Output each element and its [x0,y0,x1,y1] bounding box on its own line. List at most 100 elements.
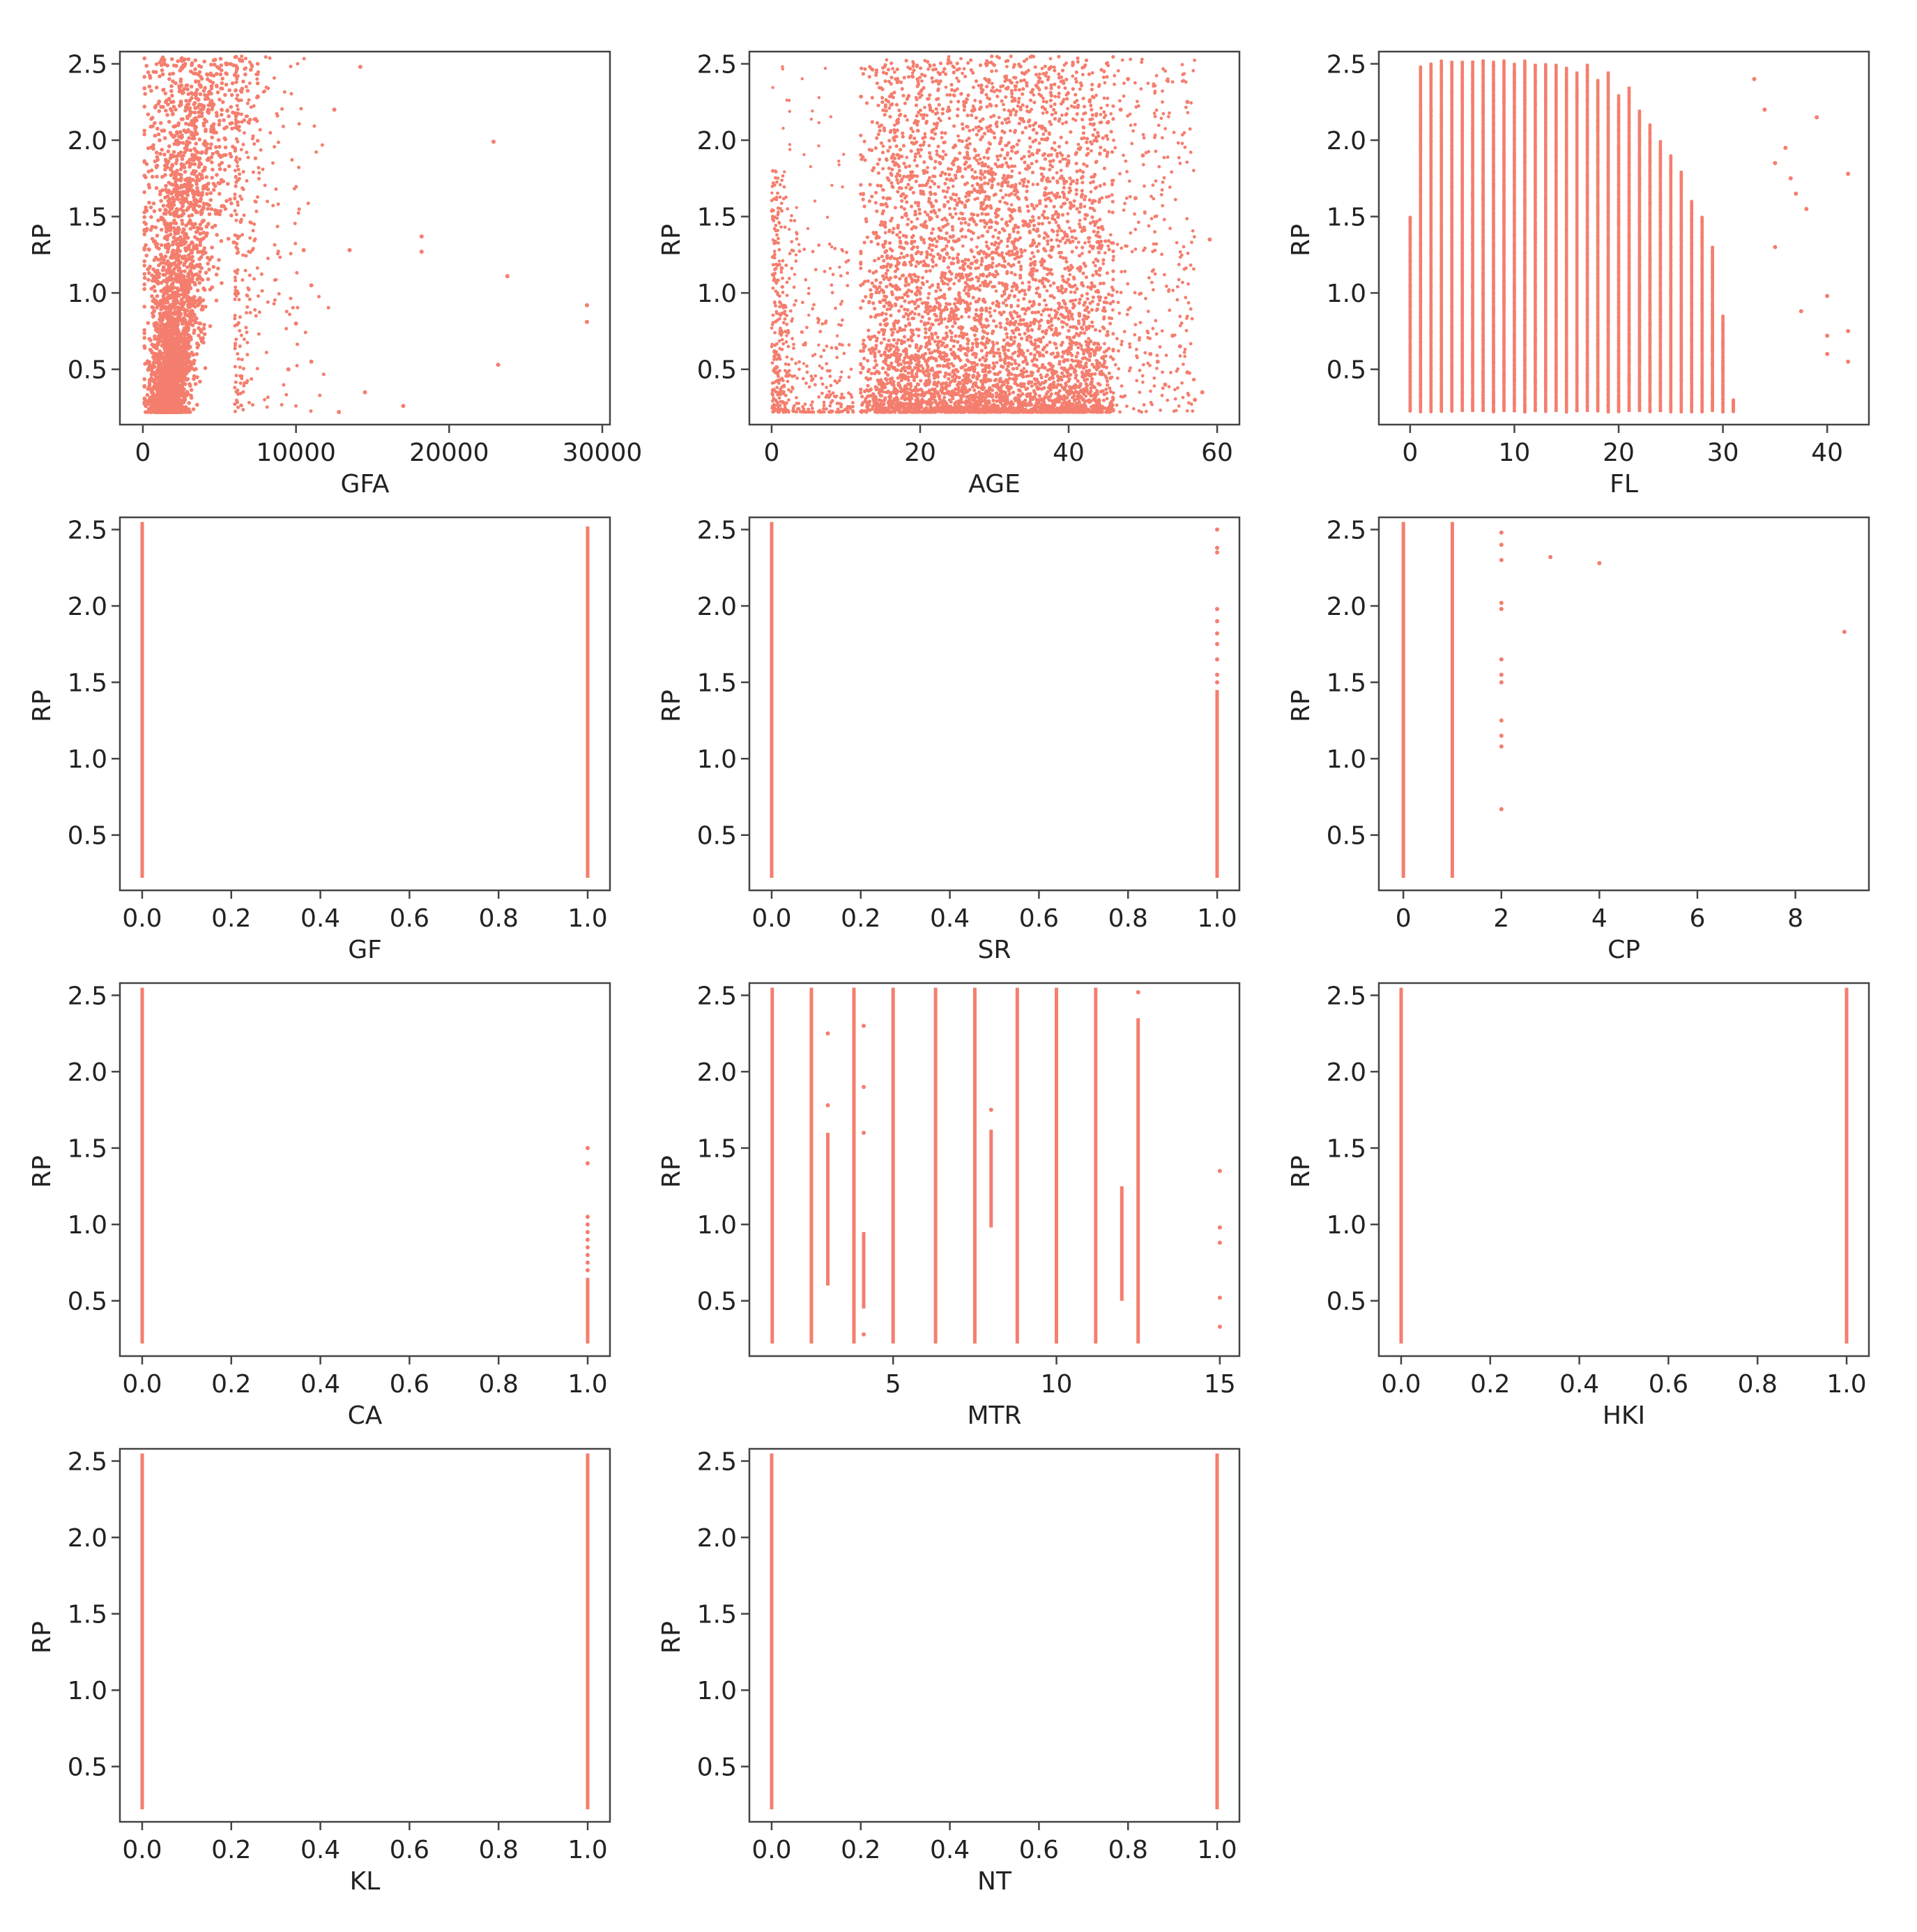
data-point [940,170,945,174]
data-point [209,155,214,160]
data-point [276,202,280,206]
data-point [296,342,299,347]
data-point [1093,372,1097,376]
data-point [241,408,245,412]
data-point [175,286,180,291]
data-point [239,112,243,116]
data-point [176,305,180,310]
data-point [236,167,240,172]
data-point [171,312,176,316]
data-point [235,251,239,255]
data-point [181,204,185,208]
y-tick-label: 2.0 [68,127,107,155]
data-point [201,104,206,108]
data-point [255,139,260,143]
data-point [983,169,987,174]
data-point [1078,168,1083,173]
data-point [154,164,159,168]
data-point [234,80,238,84]
data-point [198,102,202,107]
data-point [189,261,193,266]
data-point [242,383,246,388]
data-point [223,206,228,211]
data-point [237,128,241,132]
data-point [180,285,185,289]
data-point [160,55,165,60]
data-point [238,365,242,370]
data-point [179,176,183,181]
data-point [184,406,188,411]
data-point [213,145,218,149]
data-point [167,389,172,393]
data-point [217,153,221,157]
data-point [228,151,232,156]
data-point [1064,140,1069,145]
data-point [169,314,173,319]
data-point [177,310,181,314]
data-point [171,203,176,207]
data-point [210,160,214,165]
data-point [293,222,297,225]
data-point [1046,307,1050,312]
data-point [181,274,185,278]
data-point [933,67,938,71]
data-point [1058,239,1062,243]
data-point [282,383,286,387]
data-point [247,81,252,85]
data-point [201,169,205,174]
data-point [234,169,237,173]
data-point [1105,379,1110,383]
data-point [153,334,157,339]
data-point [903,361,907,365]
data-point [142,132,146,137]
data-point [966,258,970,262]
data-point [1090,363,1094,367]
data-point [187,283,192,288]
data-point [181,195,185,199]
data-point [943,358,947,363]
data-point [906,294,910,298]
data-point [1068,176,1072,181]
data-point [273,243,277,247]
data-point [191,407,196,411]
data-point [240,197,244,201]
data-point [171,112,175,116]
data-point [192,281,197,285]
data-point [168,261,173,266]
data-point [949,196,953,200]
data-point [286,367,291,372]
data-point [165,316,169,321]
data-point [914,201,918,205]
data-point [241,390,245,394]
data-point [1051,333,1055,337]
data-point [194,367,198,371]
data-point [172,142,177,146]
data-point [200,190,205,195]
data-point [234,112,238,116]
data-point [863,158,867,162]
data-point [257,310,261,314]
data-point [213,57,217,62]
data-point [178,340,183,344]
data-point [153,351,158,356]
data-point [210,245,214,250]
data-point [160,375,165,379]
data-point [945,190,949,194]
data-point [236,388,240,393]
data-point [176,246,181,251]
data-point [194,198,198,202]
data-point [206,181,211,186]
data-point [957,67,961,71]
data-point [148,347,153,352]
data-point [169,166,174,171]
data-point [149,168,154,173]
data-point [204,305,208,309]
data-point [201,89,206,93]
data-point [195,176,200,181]
data-point [168,277,173,282]
data-point [1085,137,1090,141]
data-point [276,140,280,144]
data-point [151,146,155,151]
data-point [142,259,146,264]
data-point [1111,269,1115,273]
